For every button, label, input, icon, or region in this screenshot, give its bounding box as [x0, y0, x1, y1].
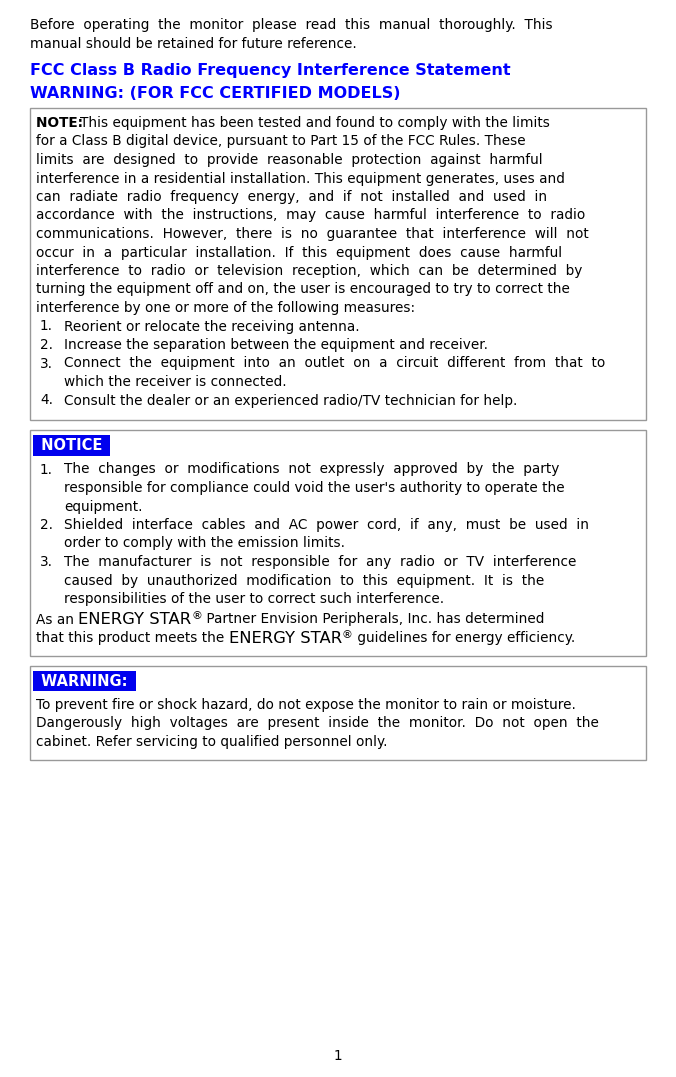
- Text: NOTICE: NOTICE: [36, 438, 107, 453]
- Text: ENERGY STAR: ENERGY STAR: [78, 613, 191, 628]
- Text: Connect  the  equipment  into  an  outlet  on  a  circuit  different  from  that: Connect the equipment into an outlet on …: [64, 356, 605, 370]
- Text: FCC Class B Radio Frequency Interference Statement: FCC Class B Radio Frequency Interference…: [30, 62, 510, 78]
- Text: Shielded  interface  cables  and  AC  power  cord,  if  any,  must  be  used  in: Shielded interface cables and AC power c…: [64, 518, 589, 532]
- Text: 4.: 4.: [40, 393, 53, 407]
- Text: limits  are  designed  to  provide  reasonable  protection  against  harmful: limits are designed to provide reasonabl…: [36, 153, 543, 167]
- Text: ENERGY STAR: ENERGY STAR: [228, 631, 342, 646]
- Text: Partner Envision Peripherals, Inc. has determined: Partner Envision Peripherals, Inc. has d…: [203, 613, 545, 627]
- Text: Reorient or relocate the receiving antenna.: Reorient or relocate the receiving anten…: [64, 320, 360, 334]
- Text: cabinet. Refer servicing to qualified personnel only.: cabinet. Refer servicing to qualified pe…: [36, 735, 387, 749]
- Text: This equipment has been tested and found to comply with the limits: This equipment has been tested and found…: [80, 116, 550, 130]
- Text: 2.: 2.: [40, 518, 53, 532]
- Text: To prevent fire or shock hazard, do not expose the monitor to rain or moisture.: To prevent fire or shock hazard, do not …: [36, 698, 576, 712]
- Text: responsibilities of the user to correct such interference.: responsibilities of the user to correct …: [64, 592, 444, 606]
- Text: manual should be retained for future reference.: manual should be retained for future ref…: [30, 37, 357, 51]
- Bar: [30, 108, 646, 420]
- Text: accordance  with  the  instructions,  may  cause  harmful  interference  to  rad: accordance with the instructions, may ca…: [36, 209, 585, 223]
- Text: WARNING:: WARNING:: [36, 673, 132, 688]
- Text: interference  to  radio  or  television  reception,  which  can  be  determined : interference to radio or television rece…: [36, 264, 583, 278]
- Text: 1.: 1.: [40, 462, 53, 476]
- Text: communications.  However,  there  is  no  guarantee  that  interference  will  n: communications. However, there is no gua…: [36, 227, 589, 241]
- Text: ®: ®: [342, 630, 353, 640]
- Text: NOTE:: NOTE:: [36, 116, 88, 130]
- Text: Increase the separation between the equipment and receiver.: Increase the separation between the equi…: [64, 338, 488, 352]
- Text: ®: ®: [191, 612, 203, 621]
- Text: WARNING: (FOR FCC CERTIFIED MODELS): WARNING: (FOR FCC CERTIFIED MODELS): [30, 85, 400, 100]
- Bar: [30, 666, 646, 759]
- Text: responsible for compliance could void the user's authority to operate the: responsible for compliance could void th…: [64, 481, 564, 495]
- Text: occur  in  a  particular  installation.  If  this  equipment  does  cause  harmf: occur in a particular installation. If t…: [36, 246, 562, 260]
- Text: Consult the dealer or an experienced radio/TV technician for help.: Consult the dealer or an experienced rad…: [64, 393, 517, 407]
- Text: As an: As an: [36, 613, 78, 627]
- Text: can  radiate  radio  frequency  energy,  and  if  not  installed  and  used  in: can radiate radio frequency energy, and …: [36, 190, 547, 204]
- Text: interference by one or more of the following measures:: interference by one or more of the follo…: [36, 300, 415, 314]
- Text: for a Class B digital device, pursuant to Part 15 of the FCC Rules. These: for a Class B digital device, pursuant t…: [36, 135, 526, 149]
- Text: order to comply with the emission limits.: order to comply with the emission limits…: [64, 536, 345, 550]
- Text: 1.: 1.: [40, 320, 53, 334]
- Text: that this product meets the: that this product meets the: [36, 631, 228, 645]
- Text: The  manufacturer  is  not  responsible  for  any  radio  or  TV  interference: The manufacturer is not responsible for …: [64, 555, 577, 569]
- Bar: [30, 430, 646, 656]
- Text: 2.: 2.: [40, 338, 53, 352]
- Text: turning the equipment off and on, the user is encouraged to try to correct the: turning the equipment off and on, the us…: [36, 282, 570, 296]
- Text: 1: 1: [334, 1049, 342, 1063]
- Text: 3.: 3.: [40, 356, 53, 370]
- Text: equipment.: equipment.: [64, 500, 143, 514]
- Text: Before  operating  the  monitor  please  read  this  manual  thoroughly.  This: Before operating the monitor please read…: [30, 18, 552, 32]
- Text: caused  by  unauthorized  modification  to  this  equipment.  It  is  the: caused by unauthorized modification to t…: [64, 573, 544, 587]
- Text: which the receiver is connected.: which the receiver is connected.: [64, 375, 287, 389]
- Text: The  changes  or  modifications  not  expressly  approved  by  the  party: The changes or modifications not express…: [64, 462, 559, 476]
- Text: 3.: 3.: [40, 555, 53, 569]
- Text: guidelines for energy efficiency.: guidelines for energy efficiency.: [353, 631, 575, 645]
- Text: interference in a residential installation. This equipment generates, uses and: interference in a residential installati…: [36, 171, 565, 185]
- Text: Dangerously  high  voltages  are  present  inside  the  monitor.  Do  not  open : Dangerously high voltages are present in…: [36, 716, 599, 730]
